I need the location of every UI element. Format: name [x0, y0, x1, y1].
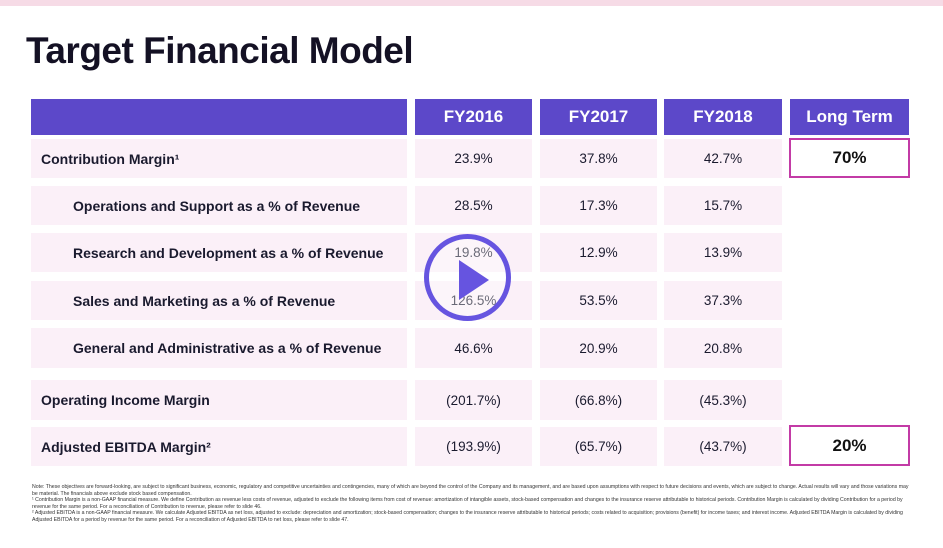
long-term-value: 70% — [789, 138, 910, 178]
header-label-cell — [31, 99, 407, 135]
cell-fy2017: 53.5% — [540, 281, 657, 320]
cell-fy2018: 37.3% — [664, 281, 782, 320]
table-row — [31, 380, 407, 420]
cell-fy2018: (45.3%) — [664, 380, 782, 420]
table-row — [31, 233, 407, 272]
header-fy2017: FY2017 — [540, 99, 657, 135]
header-fy2016: FY2016 — [415, 99, 532, 135]
cell-fy2017: 17.3% — [540, 186, 657, 225]
footnote-1: ¹ Contribution Margin is a non-GAAP fina… — [32, 497, 903, 510]
row-label: Operations and Support as a % of Revenue — [73, 197, 361, 214]
table-row — [31, 328, 407, 368]
table-row — [31, 186, 407, 225]
footnotes: Note: These objectives are forward-looki… — [32, 484, 912, 524]
cell-fy2017: (66.8%) — [540, 380, 657, 420]
play-button[interactable] — [424, 234, 511, 321]
cell-fy2018: 15.7% — [664, 186, 782, 225]
cell-fy2017: 12.9% — [540, 233, 657, 272]
cell-fy2018: 20.8% — [664, 328, 782, 368]
row-label: Research and Development as a % of Reven… — [73, 244, 384, 261]
cell-fy2018: 42.7% — [664, 139, 782, 178]
cell-fy2016: 46.6% — [415, 328, 532, 368]
cell-fy2017: 20.9% — [540, 328, 657, 368]
top-accent-bar — [0, 0, 943, 6]
cell-fy2016: (193.9%) — [415, 427, 532, 466]
play-icon — [459, 260, 489, 300]
footnote-2: ² Adjusted EBITDA is a non-GAAP financia… — [32, 510, 903, 523]
row-label: General and Administrative as a % of Rev… — [73, 340, 382, 356]
row-label: Sales and Marketing as a % of Revenue — [73, 292, 336, 309]
header-fy2018: FY2018 — [664, 99, 782, 135]
slide-title: Target Financial Model — [26, 30, 414, 71]
cell-fy2016: (201.7%) — [415, 380, 532, 420]
cell-fy2016: 23.9% — [415, 139, 532, 178]
table-row — [31, 281, 407, 320]
cell-fy2018: (43.7%) — [664, 427, 782, 466]
long-term-value: 20% — [789, 425, 910, 466]
row-label: Operating Income Margin — [41, 392, 210, 408]
cell-fy2018: 13.9% — [664, 233, 782, 272]
row-label: Contribution Margin¹ — [41, 150, 180, 167]
table-row — [31, 427, 407, 466]
cell-fy2017: (65.7%) — [540, 427, 657, 466]
row-label: Adjusted EBITDA Margin² — [41, 438, 211, 455]
cell-fy2017: 37.8% — [540, 139, 657, 178]
header-long-term: Long Term — [790, 99, 909, 135]
cell-fy2016: 28.5% — [415, 186, 532, 225]
footnote-note: Note: These objectives are forward-looki… — [32, 484, 909, 497]
table-row — [31, 139, 407, 178]
